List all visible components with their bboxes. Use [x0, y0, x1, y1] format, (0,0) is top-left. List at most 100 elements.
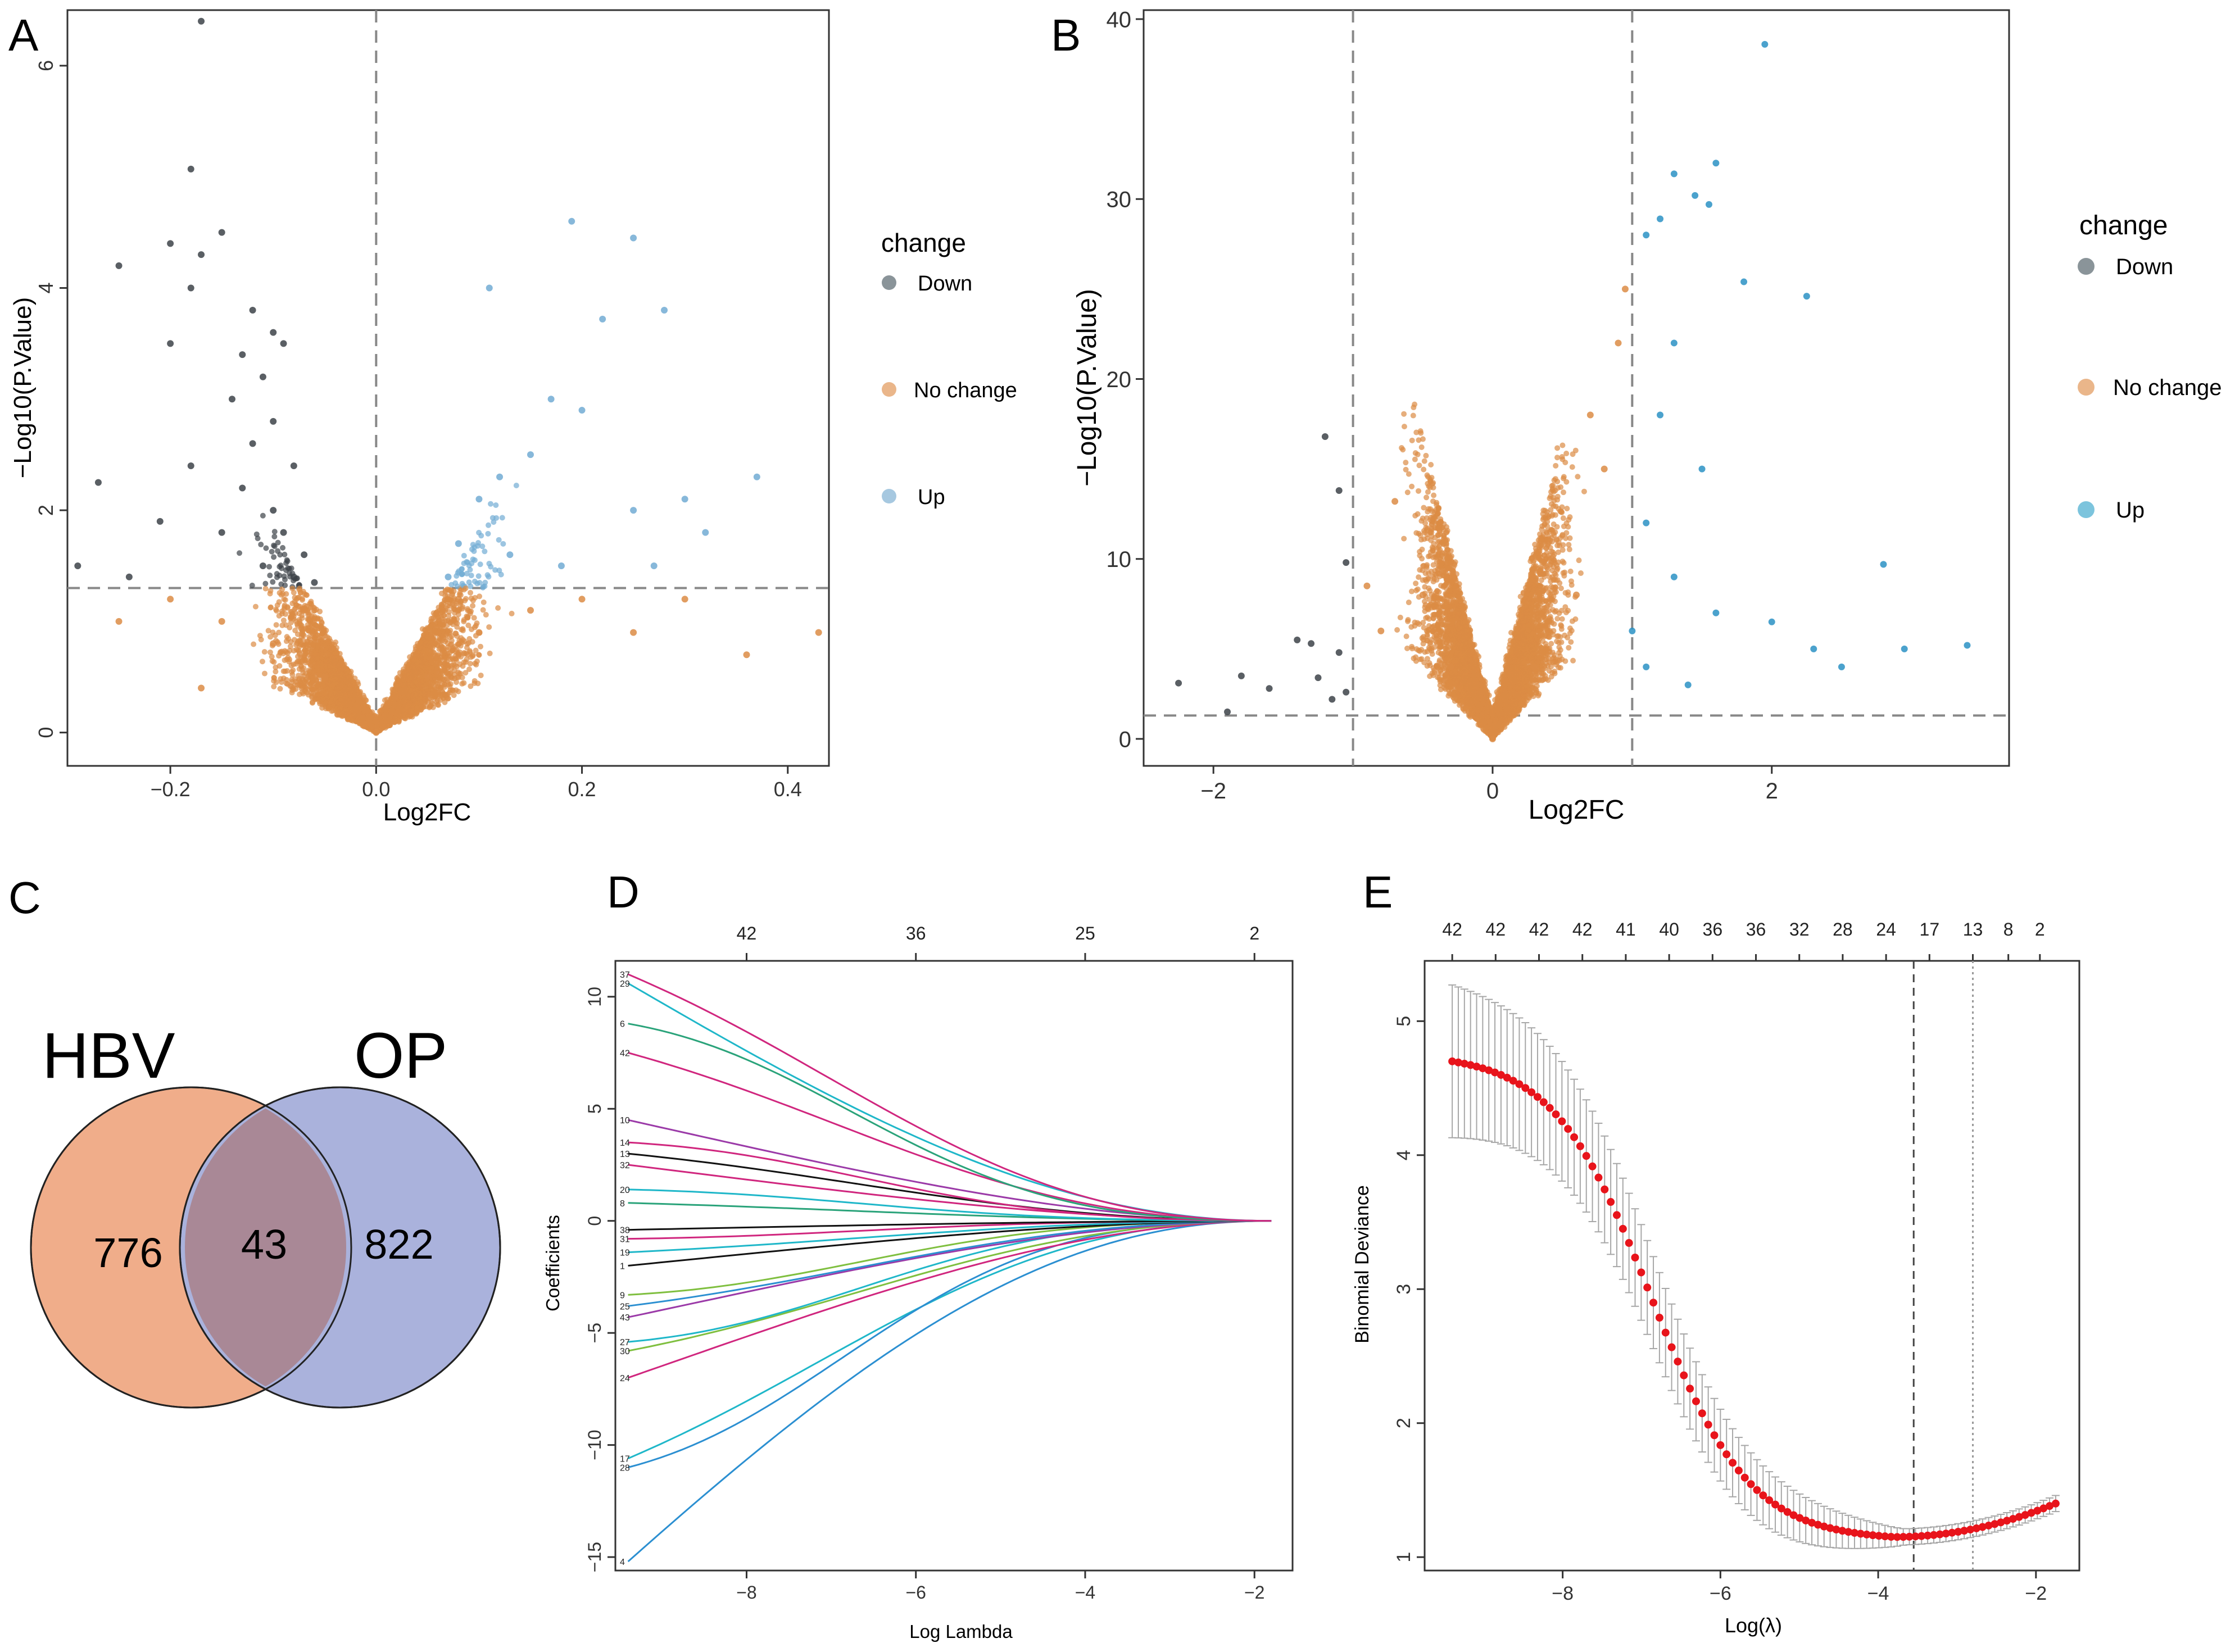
volcano-point [453, 687, 459, 693]
volcano-point [447, 683, 453, 689]
volcano-point [465, 607, 471, 614]
volcano-point [468, 573, 474, 579]
volcano-point [305, 639, 311, 645]
volcano-point [282, 551, 288, 557]
volcano-point [317, 616, 323, 622]
volcano-point [440, 633, 446, 639]
volcano-point [459, 627, 465, 633]
volcano-point [461, 560, 467, 566]
volcano-point [267, 573, 273, 579]
volcano-point [488, 501, 494, 507]
volcano-point [492, 567, 498, 573]
volcano-point [276, 629, 282, 636]
volcano-point [451, 610, 457, 616]
volcano-point [429, 618, 436, 624]
volcano-point [493, 515, 500, 521]
volcano-point [268, 588, 274, 594]
volcano-point [317, 609, 323, 615]
volcano-point [291, 589, 297, 596]
volcano-point [509, 610, 515, 616]
volcano-point [456, 641, 462, 647]
volcano-point [513, 483, 519, 489]
volcano-point [475, 652, 482, 658]
volcano-point [288, 565, 294, 571]
volcano-point [466, 666, 472, 673]
volcano-point [317, 623, 323, 629]
volcano-point [459, 566, 465, 572]
volcano-point [498, 571, 504, 578]
volcano-point [318, 688, 324, 694]
volcano-point [354, 692, 360, 698]
volcano-point [429, 660, 435, 666]
volcano-point [311, 605, 318, 611]
volcano-point [417, 674, 423, 680]
volcano-point [478, 643, 484, 650]
volcano-point [279, 622, 285, 628]
volcano-point [470, 603, 476, 609]
volcano-point [298, 686, 305, 692]
volcano-point [274, 571, 280, 577]
volcano-point [461, 638, 468, 645]
volcano-point [271, 543, 278, 550]
volcano-point [454, 647, 460, 653]
volcano-point [284, 605, 291, 611]
volcano-point [474, 658, 480, 664]
volcano-point [330, 682, 336, 688]
volcano-point [437, 620, 443, 627]
volcano-point [453, 630, 459, 637]
volcano-point [277, 686, 283, 692]
volcano-point [467, 661, 473, 667]
volcano-point [487, 650, 493, 656]
volcano-point [469, 626, 475, 632]
volcano-point [298, 664, 304, 670]
volcano-point [303, 660, 309, 666]
volcano-point [271, 529, 278, 535]
volcano-point [267, 649, 273, 655]
volcano-point [269, 653, 275, 660]
volcano-point [471, 548, 477, 554]
volcano-point [257, 633, 263, 639]
volcano-point [480, 584, 486, 591]
volcano-point [251, 641, 257, 647]
volcano-point [445, 630, 451, 636]
volcano-point [268, 634, 274, 640]
volcano-point [485, 530, 491, 537]
volcano-point [477, 593, 483, 600]
volcano-point [427, 705, 433, 711]
volcano-point [439, 691, 446, 697]
volcano-point [284, 634, 290, 640]
volcano-point [465, 622, 472, 628]
volcano-point [271, 683, 277, 689]
volcano-point [297, 586, 303, 592]
volcano-point [471, 615, 477, 621]
volcano-point [280, 617, 287, 623]
volcano-point [268, 604, 274, 610]
volcano-point [265, 628, 271, 634]
volcano-point [480, 607, 486, 613]
panel-a-points [74, 17, 822, 736]
volcano-point [444, 670, 450, 677]
volcano-point [252, 603, 259, 610]
volcano-point [279, 611, 285, 617]
volcano-point [253, 531, 260, 537]
volcano-point [486, 574, 492, 580]
volcano-point [323, 705, 329, 711]
volcano-point [486, 561, 492, 567]
volcano-point [262, 586, 269, 592]
volcano-point [470, 556, 476, 562]
volcano-point [425, 688, 431, 694]
volcano-point [420, 648, 426, 655]
volcano-point [500, 541, 506, 547]
volcano-point [294, 631, 301, 637]
volcano-point [461, 552, 467, 559]
volcano-point [299, 597, 305, 603]
volcano-point [273, 669, 279, 675]
volcano-point [296, 673, 302, 679]
panel-a-label: A [8, 10, 39, 60]
volcano-point [394, 683, 400, 689]
volcano-point [278, 676, 284, 682]
volcano-point [447, 642, 454, 648]
volcano-point [291, 686, 297, 692]
volcano-point [448, 582, 455, 588]
